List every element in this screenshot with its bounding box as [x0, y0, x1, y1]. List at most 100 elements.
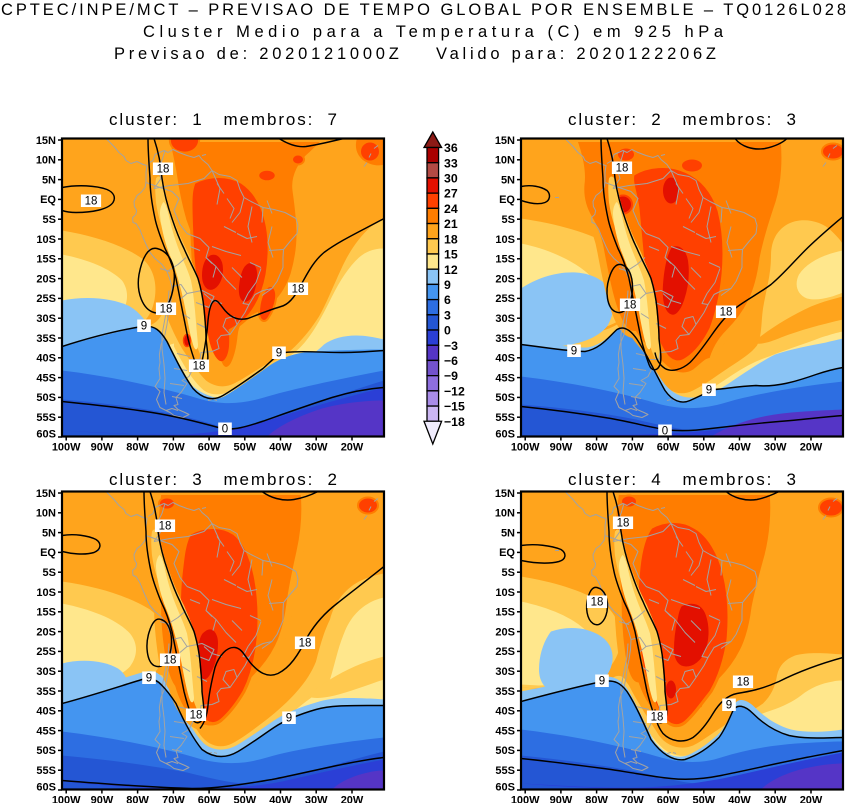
svg-text:cluster: 2 membros: 3: cluster: 2 membros: 3 [568, 110, 796, 129]
svg-text:cluster: 1 membros: 7: cluster: 1 membros: 7 [109, 110, 337, 129]
svg-text:60S: 60S [495, 782, 515, 794]
svg-text:10N: 10N [36, 155, 56, 167]
svg-text:30S: 30S [36, 313, 56, 325]
svg-text:60W: 60W [198, 795, 221, 804]
svg-text:18: 18 [720, 307, 733, 319]
svg-text:20S: 20S [36, 626, 56, 638]
svg-text:5N: 5N [42, 174, 56, 186]
svg-text:40W: 40W [269, 442, 292, 454]
svg-text:60W: 60W [657, 442, 680, 454]
svg-text:10N: 10N [495, 155, 515, 167]
svg-text:50W: 50W [692, 795, 715, 804]
svg-text:45S: 45S [36, 725, 56, 737]
svg-text:20W: 20W [341, 442, 364, 454]
svg-text:18: 18 [160, 304, 173, 316]
svg-text:5N: 5N [501, 174, 515, 186]
svg-text:15N: 15N [36, 488, 56, 500]
svg-text:60W: 60W [198, 442, 221, 454]
svg-text:15N: 15N [495, 488, 515, 500]
svg-text:5N: 5N [42, 527, 56, 539]
svg-text:18: 18 [616, 163, 629, 175]
svg-text:55S: 55S [495, 765, 515, 777]
svg-text:21: 21 [444, 217, 458, 231]
svg-text:90W: 90W [550, 442, 573, 454]
svg-text:50W: 50W [233, 795, 256, 804]
svg-text:15S: 15S [36, 607, 56, 619]
svg-text:9: 9 [146, 673, 152, 685]
svg-text:45S: 45S [495, 372, 515, 384]
svg-text:100W: 100W [52, 795, 81, 804]
svg-text:50S: 50S [36, 745, 56, 757]
svg-text:9: 9 [286, 713, 292, 725]
svg-text:EQ: EQ [40, 194, 56, 206]
svg-text:−15: −15 [444, 400, 465, 414]
svg-text:15: 15 [444, 248, 458, 262]
svg-text:55S: 55S [36, 412, 56, 424]
svg-text:3: 3 [444, 308, 451, 322]
svg-text:33: 33 [444, 156, 458, 170]
svg-text:EQ: EQ [499, 194, 515, 206]
svg-text:30S: 30S [495, 666, 515, 678]
svg-text:80W: 80W [126, 442, 149, 454]
svg-text:CPTEC/INPE/MCT – PREVISAO DE T: CPTEC/INPE/MCT – PREVISAO DE TEMPO GLOBA… [1, 1, 846, 19]
svg-text:100W: 100W [511, 442, 540, 454]
svg-text:55S: 55S [495, 412, 515, 424]
svg-text:80W: 80W [585, 795, 608, 804]
svg-text:18: 18 [299, 638, 312, 650]
svg-text:20W: 20W [800, 795, 823, 804]
svg-text:15S: 15S [36, 254, 56, 266]
svg-text:5N: 5N [501, 527, 515, 539]
svg-text:40W: 40W [728, 442, 751, 454]
svg-text:20S: 20S [36, 273, 56, 285]
svg-text:Cluster Medio para a Temperatu: Cluster Medio para a Temperatura (C) em … [143, 23, 724, 41]
svg-text:10N: 10N [495, 508, 515, 520]
svg-text:100W: 100W [52, 442, 81, 454]
svg-text:−9: −9 [444, 369, 458, 383]
svg-text:18: 18 [591, 597, 604, 609]
svg-text:50W: 50W [692, 442, 715, 454]
svg-text:60W: 60W [657, 795, 680, 804]
svg-text:9: 9 [141, 321, 147, 333]
svg-text:10S: 10S [36, 587, 56, 599]
svg-text:50S: 50S [36, 392, 56, 404]
svg-text:−12: −12 [444, 385, 465, 399]
svg-text:25S: 25S [495, 293, 515, 305]
svg-text:18: 18 [737, 677, 750, 689]
svg-text:27: 27 [444, 187, 458, 201]
svg-text:18: 18 [190, 710, 203, 722]
svg-text:5S: 5S [502, 567, 515, 579]
svg-text:60S: 60S [36, 429, 56, 441]
svg-text:80W: 80W [585, 442, 608, 454]
svg-text:35S: 35S [495, 333, 515, 345]
svg-text:cluster: 4 membros: 3: cluster: 4 membros: 3 [568, 470, 796, 489]
svg-text:20W: 20W [800, 442, 823, 454]
svg-text:45S: 45S [36, 372, 56, 384]
svg-text:80W: 80W [126, 795, 149, 804]
svg-text:25S: 25S [36, 646, 56, 658]
svg-text:35S: 35S [36, 686, 56, 698]
svg-text:18: 18 [157, 164, 170, 176]
svg-text:100W: 100W [511, 795, 540, 804]
svg-text:9: 9 [726, 700, 732, 712]
svg-text:EQ: EQ [499, 547, 515, 559]
svg-text:15S: 15S [495, 607, 515, 619]
svg-text:9: 9 [444, 278, 451, 292]
svg-text:10N: 10N [36, 508, 56, 520]
svg-text:−3: −3 [444, 339, 458, 353]
svg-text:10S: 10S [495, 587, 515, 599]
svg-text:0: 0 [444, 324, 451, 338]
svg-text:−18: −18 [444, 415, 465, 429]
svg-text:10S: 10S [36, 234, 56, 246]
svg-text:70W: 70W [162, 795, 185, 804]
svg-text:6: 6 [444, 293, 451, 307]
svg-text:20S: 20S [495, 273, 515, 285]
svg-text:30W: 30W [764, 795, 787, 804]
svg-text:18: 18 [164, 655, 177, 667]
svg-text:90W: 90W [550, 795, 573, 804]
svg-text:50S: 50S [495, 392, 515, 404]
svg-text:24: 24 [444, 202, 458, 216]
svg-text:30: 30 [444, 172, 458, 186]
svg-text:70W: 70W [162, 442, 185, 454]
svg-text:15N: 15N [36, 135, 56, 147]
svg-text:12: 12 [444, 263, 458, 277]
